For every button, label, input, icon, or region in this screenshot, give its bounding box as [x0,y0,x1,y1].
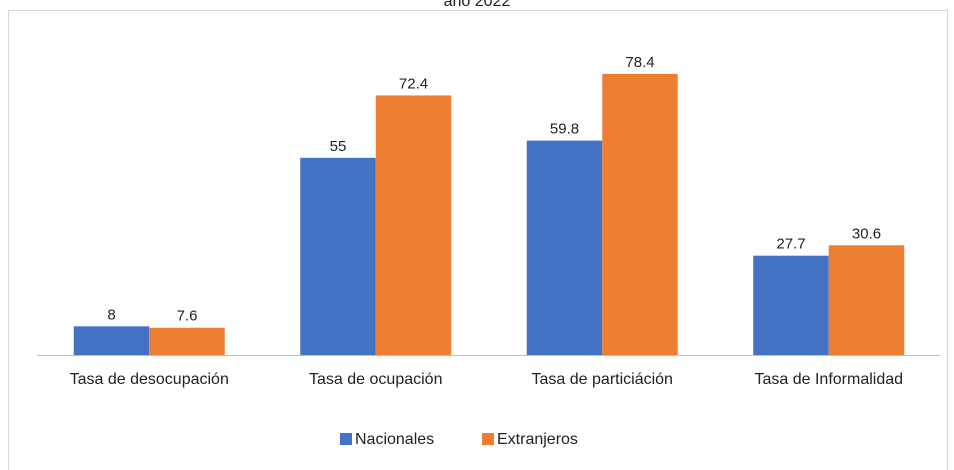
bar [526,140,603,355]
value-label: 72.4 [399,75,428,92]
bar [375,95,452,356]
bar [73,326,150,355]
x-tick-label: Tasa de desocupación [70,371,229,388]
legend-swatch [340,433,352,445]
chart-title: año 2022 [444,0,511,10]
value-label: 7.6 [177,308,198,325]
value-label: 78.4 [625,54,654,71]
value-label: 27.7 [776,236,805,253]
value-label: 30.6 [852,225,881,242]
legend-swatch [482,433,494,445]
bar [602,73,678,355]
value-label: 59.8 [550,121,579,138]
value-label: 55 [330,138,347,155]
bar [753,255,829,355]
bar [300,157,376,355]
legend-label: Nacionales [355,431,434,448]
x-tick-label: Tasa de ocupación [309,371,442,388]
chart-frame [8,10,948,470]
bar [149,327,225,355]
x-tick-label: Tasa de particiáción [532,371,673,388]
x-tick-label: Tasa de Informalidad [754,371,903,388]
legend-label: Extranjeros [497,431,578,448]
bar [828,245,905,355]
value-label: 8 [107,306,115,323]
